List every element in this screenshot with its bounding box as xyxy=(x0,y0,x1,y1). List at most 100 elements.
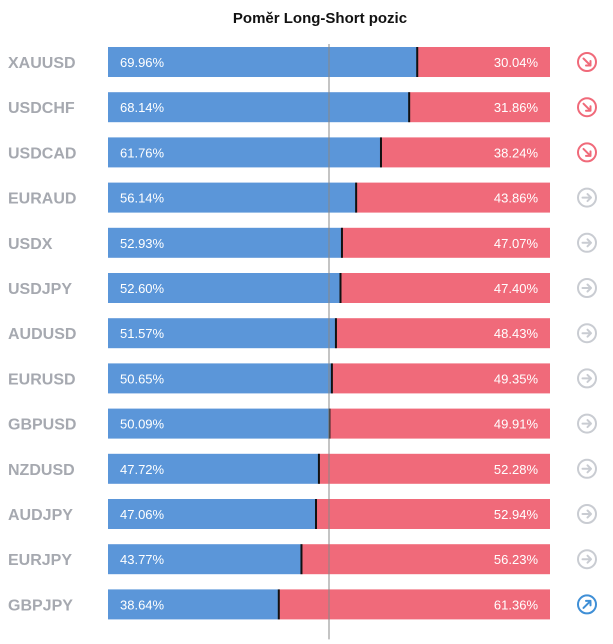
chart-row-audusd: AUDUSD 51.57% 48.43% xyxy=(8,318,597,349)
chart-row-usdjpy: USDJPY 52.60% 47.40% xyxy=(8,273,597,303)
short-bar xyxy=(316,499,550,529)
short-percent-label: 47.40% xyxy=(494,281,539,296)
category-label: USDJPY xyxy=(8,281,72,298)
arrow-right-icon[interactable] xyxy=(577,368,597,389)
long-bar xyxy=(108,182,357,213)
arrow-down-right-icon[interactable] xyxy=(577,52,597,72)
arrow-right-icon[interactable] xyxy=(577,187,597,208)
long-bar xyxy=(108,499,317,529)
long-bar xyxy=(108,273,341,303)
ratio-divider xyxy=(317,453,320,484)
short-percent-label: 48.43% xyxy=(494,326,539,341)
arrow-right-icon[interactable] xyxy=(577,413,597,434)
ratio-divider xyxy=(334,318,337,349)
short-bar xyxy=(329,408,550,439)
category-label: GBPUSD xyxy=(8,417,76,434)
short-bar xyxy=(341,227,550,258)
ratio-divider xyxy=(340,227,343,258)
short-bar xyxy=(409,92,550,123)
long-bar xyxy=(108,363,332,394)
long-bar xyxy=(108,227,342,258)
short-bar xyxy=(301,544,550,575)
short-bar xyxy=(318,453,550,484)
short-percent-label: 61.36% xyxy=(494,597,539,612)
long-percent-label: 50.09% xyxy=(120,417,165,432)
long-percent-label: 69.96% xyxy=(120,55,165,70)
arrow-up-right-icon[interactable] xyxy=(577,594,597,615)
long-bar xyxy=(108,92,410,123)
long-bar xyxy=(108,137,381,168)
chart-row-eurusd: EURUSD 50.65% 49.35% xyxy=(8,363,597,394)
short-percent-label: 49.91% xyxy=(494,417,539,432)
short-percent-label: 52.94% xyxy=(494,507,539,522)
category-label: NZDUSD xyxy=(8,462,75,479)
arrow-down-right-icon[interactable] xyxy=(577,97,597,118)
short-percent-label: 47.07% xyxy=(494,236,539,251)
short-bar xyxy=(335,318,550,349)
category-label: AUDJPY xyxy=(8,507,73,524)
arrow-right-icon[interactable] xyxy=(577,504,597,524)
ratio-divider xyxy=(408,92,411,123)
long-percent-label: 38.64% xyxy=(120,597,165,612)
ratio-divider xyxy=(416,47,419,77)
long-percent-label: 52.93% xyxy=(120,236,165,251)
ratio-divider xyxy=(315,499,318,529)
short-percent-label: 38.24% xyxy=(494,145,539,160)
long-percent-label: 51.57% xyxy=(120,326,165,341)
long-bar xyxy=(108,544,302,575)
long-percent-label: 61.76% xyxy=(120,145,165,160)
chart-row-eurjpy: EURJPY 43.77% 56.23% xyxy=(8,544,597,575)
ratio-divider xyxy=(339,273,342,303)
category-label: AUDUSD xyxy=(8,326,76,343)
long-percent-label: 43.77% xyxy=(120,552,165,567)
long-bar xyxy=(108,589,279,620)
long-percent-label: 50.65% xyxy=(120,371,165,386)
short-percent-label: 43.86% xyxy=(494,191,539,206)
long-bar xyxy=(108,47,418,77)
short-bar xyxy=(417,47,550,77)
short-percent-label: 49.35% xyxy=(494,371,539,386)
chart-row-gbpjpy: GBPJPY 38.64% 61.36% xyxy=(8,589,597,620)
short-percent-label: 52.28% xyxy=(494,462,539,477)
short-percent-label: 30.04% xyxy=(494,55,539,70)
long-percent-label: 56.14% xyxy=(120,191,165,206)
chart-title: Poměr Long-Short pozic xyxy=(232,10,408,27)
short-percent-label: 56.23% xyxy=(494,552,539,567)
chart-row-euraud: EURAUD 56.14% 43.86% xyxy=(8,182,597,213)
category-label: EURAUD xyxy=(8,191,76,208)
chart-row-nzdusd: NZDUSD 47.72% 52.28% xyxy=(8,453,597,484)
short-bar xyxy=(331,363,550,394)
long-percent-label: 52.60% xyxy=(120,281,165,296)
category-label: GBPJPY xyxy=(8,597,73,614)
ratio-divider xyxy=(330,363,333,394)
chart-row-usdchf: USDCHF 68.14% 31.86% xyxy=(8,92,597,123)
short-bar xyxy=(278,589,550,620)
long-percent-label: 47.06% xyxy=(120,507,165,522)
arrow-right-icon[interactable] xyxy=(577,323,597,344)
chart-row-usdcad: USDCAD 61.76% 38.24% xyxy=(8,137,597,168)
category-label: EURJPY xyxy=(8,552,72,569)
arrow-down-right-icon[interactable] xyxy=(577,142,597,163)
short-bar xyxy=(380,137,550,168)
arrow-right-icon[interactable] xyxy=(577,278,597,298)
arrow-right-icon[interactable] xyxy=(577,232,597,253)
category-label: USDCHF xyxy=(8,100,75,117)
long-bar xyxy=(108,408,330,439)
category-label: USDX xyxy=(8,236,53,253)
long-percent-label: 68.14% xyxy=(120,100,165,115)
category-label: XAUUSD xyxy=(8,55,76,72)
arrow-right-icon[interactable] xyxy=(577,458,597,479)
short-bar xyxy=(340,273,550,303)
ratio-divider xyxy=(300,544,303,575)
short-percent-label: 31.86% xyxy=(494,100,539,115)
long-bar xyxy=(108,453,319,484)
ratio-divider xyxy=(379,137,382,168)
arrow-right-icon[interactable] xyxy=(577,549,597,570)
chart-row-audjpy: AUDJPY 47.06% 52.94% xyxy=(8,499,597,529)
category-label: EURUSD xyxy=(8,371,76,388)
chart-row-gbpusd: GBPUSD 50.09% 49.91% xyxy=(8,408,597,439)
long-percent-label: 47.72% xyxy=(120,462,165,477)
short-bar xyxy=(356,182,550,213)
category-label: USDCAD xyxy=(8,145,76,162)
